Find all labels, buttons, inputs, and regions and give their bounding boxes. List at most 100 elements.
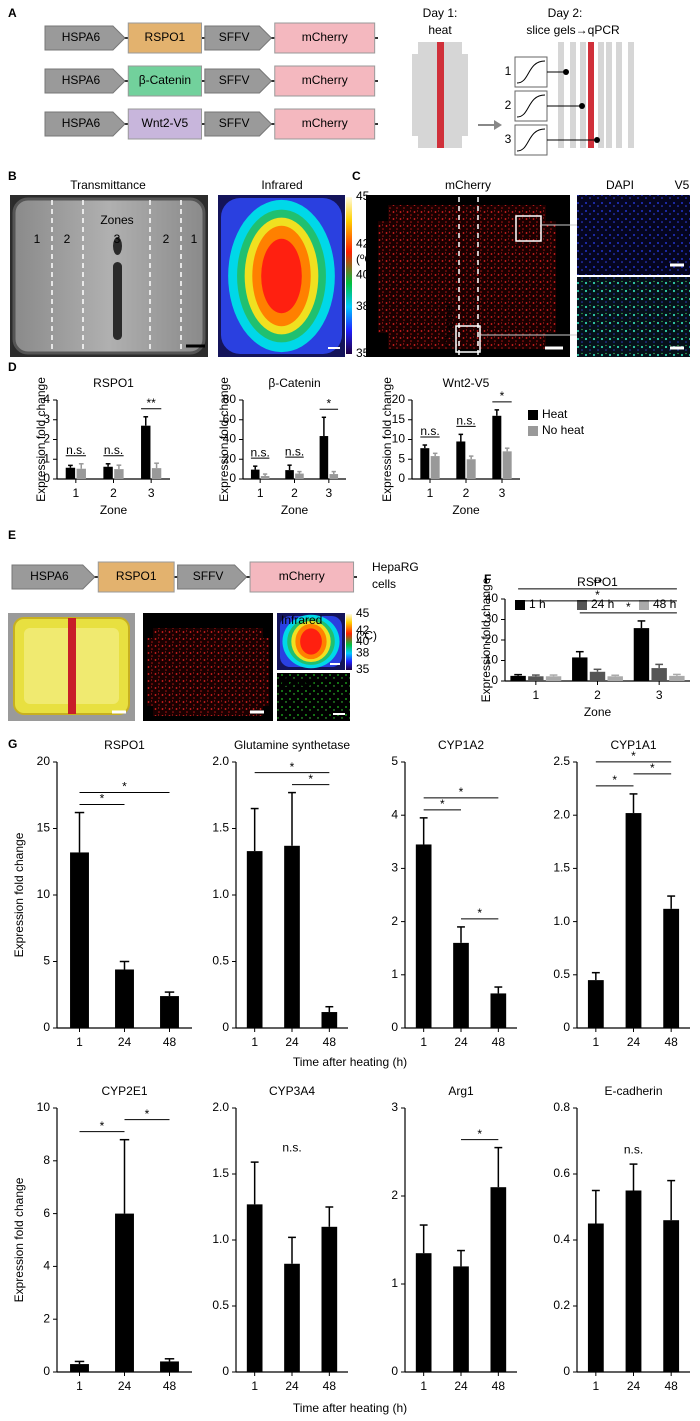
panel-label: E [8,528,16,542]
legend-swatch [639,600,649,610]
bar [319,436,329,479]
promoter-label: HSPA6 [62,30,101,44]
promoter [44,111,126,137]
bar [160,1361,179,1372]
legend-swatch [515,600,525,610]
x-tick-label: 48 [492,1379,506,1393]
x-tick-label: 24 [285,1379,299,1393]
x-tick-label: 24 [118,1035,132,1049]
spacer [204,68,273,94]
bar [545,676,562,681]
chart-title: Glutamine synthetase [234,738,350,752]
zone-number: 3 [114,232,121,246]
y-tick-label: 4 [391,807,398,821]
chart-title: β-Catenin [268,376,320,390]
significance-label: ** [146,396,156,410]
y-tick-label: 0 [563,1364,570,1378]
bar [663,908,680,1028]
promoter [11,564,96,590]
x-tick-label: 48 [664,1035,678,1049]
legend-label: Heat [542,407,568,421]
infrared-zone [261,238,302,314]
x-tick-label: 24 [627,1035,641,1049]
y-tick-label: 10 [485,653,499,667]
bar [663,1220,680,1372]
colorbar-tick: 42 [356,623,370,637]
y-tick-label: 0 [222,1020,229,1034]
reporter [274,108,376,140]
spacer-label: SFFV [219,30,250,44]
bar [589,671,606,681]
y-tick-label: 1.0 [212,1232,229,1246]
reporter-label: mCherry [279,569,325,583]
bar [114,469,124,479]
significance-label: n.s. [420,424,439,438]
significance-label: * [145,1107,150,1121]
y-tick-label: 0.5 [212,1298,229,1312]
protocol-text: Day 1: [423,6,458,20]
x-tick-label: 1 [420,1035,427,1049]
cells-label: HepaRG [372,560,419,574]
y-tick-label: 1.0 [212,887,229,901]
y-tick-label: 0 [563,1020,570,1034]
v5-image [577,277,690,357]
bar [490,993,507,1028]
y-tick-label: 20 [392,392,406,406]
sigmoid [516,94,546,118]
x-tick-label: 48 [163,1035,177,1049]
gene [127,65,203,97]
y-tick-label: 0.2 [553,1298,570,1312]
bar [329,474,339,479]
bar [246,1204,263,1372]
y-tick-label: 6 [43,1206,50,1220]
x-tick-label: 3 [148,486,155,500]
significance-label: * [477,1127,482,1141]
bar [633,628,650,681]
y-tick-label: 0 [491,673,498,687]
x-tick-label: 1 [72,486,79,500]
significance-label: * [290,760,295,774]
bar [415,1253,432,1372]
y-tick-label: 15 [392,412,406,426]
y-axis-label: Expression fold change [217,377,231,502]
gel-slice [628,42,634,148]
reporter [274,22,376,54]
legend-label: 48 h [653,597,676,611]
promoter-label: HSPA6 [62,73,101,87]
bar [321,1012,338,1028]
bar [115,969,134,1028]
bar [76,468,86,479]
bar [528,676,544,681]
y-axis-label: Expression fold change [12,832,26,957]
chart-title: Arg1 [448,1084,474,1098]
x-tick-label: 24 [285,1035,299,1049]
bar [321,1226,338,1372]
y-tick-label: 4 [43,1259,50,1273]
gene-label: RSPO1 [145,30,186,44]
y-tick-label: 10 [392,432,406,446]
bar [70,1364,89,1372]
photo-stripe [68,618,76,714]
bar [250,469,260,479]
chart-title: CYP1A1 [610,738,656,752]
x-tick-label: 1 [532,688,539,702]
spacer-label: SFFV [219,116,250,130]
x-tick-label: 2 [291,486,298,500]
significance-label: * [308,772,313,786]
y-tick-label: 0.6 [553,1166,570,1180]
chart-title: CYP2E1 [101,1084,147,1098]
spacer-label: SFFV [193,569,224,583]
panel-label: F [484,572,491,586]
legend-swatch [528,426,538,436]
spacer [177,564,248,590]
significance-label: * [326,396,331,410]
bar [510,675,526,681]
y-tick-label: 40 [223,432,237,446]
y-tick-label: 0 [43,1020,50,1034]
y-tick-label: 5 [43,954,50,968]
sigmoid [516,60,546,84]
x-tick-label: 2 [463,486,470,500]
legend-swatch [528,410,538,420]
reporter-label: mCherry [302,30,348,44]
panel-label: D [8,360,17,374]
